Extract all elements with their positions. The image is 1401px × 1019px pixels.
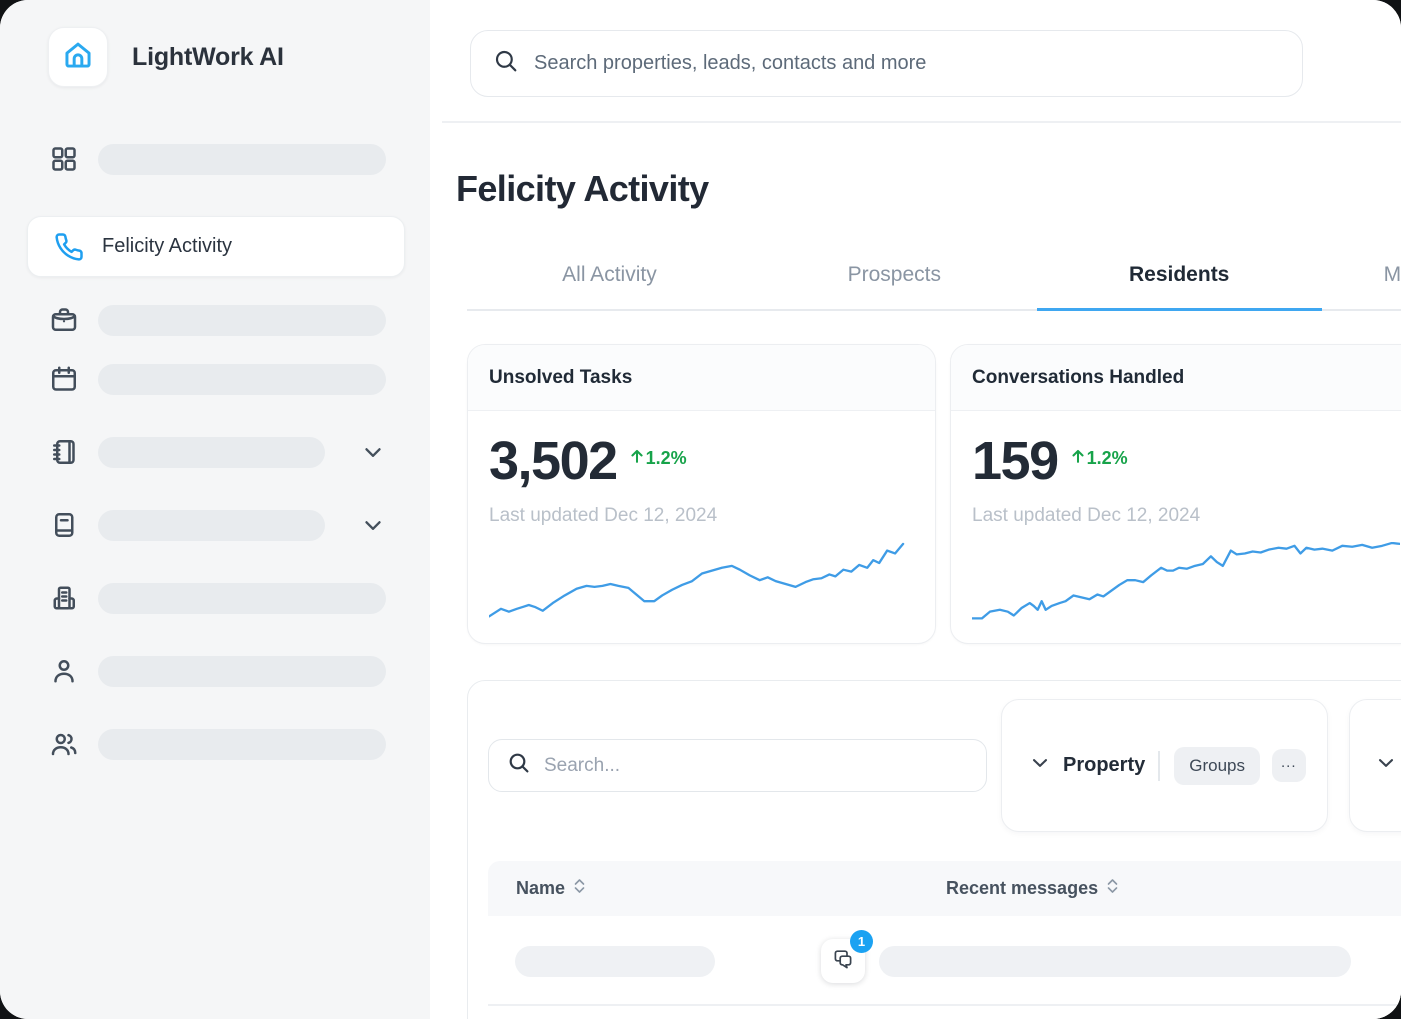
stat-cards-row: Unsolved Tasks 3,502 1.2% [467,344,1401,644]
table-header: Name Recent messages [488,861,1401,916]
messages-button[interactable]: 1 [821,930,873,983]
house-icon [61,38,95,77]
column-header-name[interactable]: Name [516,878,586,899]
stat-card-conversations-handled: Conversations Handled 159 1.2% [950,344,1401,644]
global-search-input[interactable] [534,52,1274,75]
sparkline-chart [489,543,905,618]
residents-table: Name Recent messages [488,861,1401,1006]
sort-icon [1106,878,1119,899]
search-icon [507,751,531,780]
chevron-down-icon [360,512,386,538]
skeleton-pill [98,728,386,760]
phone-icon [53,231,85,263]
skeleton-pill [98,304,386,336]
sidebar-item-skeleton-1[interactable] [48,304,386,336]
tab-bar: All Activity Prospects Residents M [467,263,1401,311]
user-icon [48,655,80,687]
unread-count-badge: 1 [850,930,873,953]
sparkline-chart [972,542,1400,620]
sort-icon [573,878,586,899]
chat-bubbles-icon [831,947,855,976]
more-options-button[interactable]: ... [1272,749,1306,782]
residents-panel: Property Groups ... Name [467,680,1401,1019]
sidebar-item-felicity-activity[interactable]: Felicity Activity [27,216,405,277]
panel-toolbar: Property Groups ... [468,681,1401,832]
topbar-divider [442,121,1401,123]
tab-all-activity[interactable]: All Activity [562,263,657,286]
skeleton-pill [98,143,386,175]
stat-updated: Last updated Dec 12, 2024 [972,505,1201,527]
chevron-down-icon [1029,752,1051,779]
property-filter[interactable]: Property Groups ... [1001,699,1328,832]
main-content: Felicity Activity All Activity Prospects… [430,0,1401,1019]
sidebar-nav: Felicity Activity [0,143,430,760]
skeleton-pill [98,509,325,541]
column-header-recent-messages[interactable]: Recent messages [946,878,1119,899]
sidebar: LightWork AI Felicity Activity [0,0,430,1019]
property-filter-label: Property [1063,754,1146,776]
calendar-icon [48,363,80,395]
global-search [470,30,1303,97]
tab-partial[interactable]: M [1383,263,1401,286]
page-title: Felicity Activity [456,168,709,209]
divider [1158,750,1161,781]
panel-search-input[interactable] [544,754,964,777]
sidebar-item-skeleton-3[interactable] [48,436,386,468]
secondary-filter[interactable] [1349,699,1401,832]
users-icon [48,728,80,760]
table-row: 1 [488,916,1401,1006]
stat-card-unsolved-tasks: Unsolved Tasks 3,502 1.2% [467,344,936,644]
arrow-up-icon [629,448,645,469]
dashboard-grid-icon [48,143,80,175]
sidebar-item-skeleton-7[interactable] [48,728,386,760]
app-title: LightWork AI [132,42,284,71]
sidebar-item-skeleton-4[interactable] [48,509,386,541]
stat-delta: 1.2% [1070,448,1128,469]
sidebar-item-skeleton-2[interactable] [48,363,386,395]
skeleton-pill [98,363,386,395]
panel-search [488,739,987,792]
tab-prospects[interactable]: Prospects [847,263,941,286]
skeleton-pill [515,946,715,977]
groups-button[interactable]: Groups [1174,746,1260,785]
stat-value: 3,502 [489,431,618,491]
sidebar-item-skeleton-6[interactable] [48,655,386,687]
sidebar-item-dashboard[interactable] [48,143,386,175]
skeleton-pill [98,655,386,687]
sidebar-item-skeleton-5[interactable] [48,582,386,614]
briefcase-icon [48,304,80,336]
stat-value: 159 [972,431,1059,491]
stat-card-title: Unsolved Tasks [468,345,935,411]
sidebar-item-label: Felicity Activity [102,235,233,257]
stat-updated: Last updated Dec 12, 2024 [489,505,718,527]
search-icon [493,48,519,79]
arrow-up-icon [1070,448,1086,469]
skeleton-pill [98,436,325,468]
chevron-down-icon [360,439,386,465]
brand: LightWork AI [0,0,430,87]
chevron-down-icon [1375,752,1397,779]
app-logo[interactable] [48,27,108,87]
stat-card-title: Conversations Handled [951,345,1401,411]
stat-delta: 1.2% [629,448,687,469]
skeleton-pill [879,946,1351,977]
notebook-icon [48,436,80,468]
tab-residents[interactable]: Residents [1036,263,1322,311]
building-icon [48,582,80,614]
skeleton-pill [98,582,386,614]
book-icon [48,509,80,541]
